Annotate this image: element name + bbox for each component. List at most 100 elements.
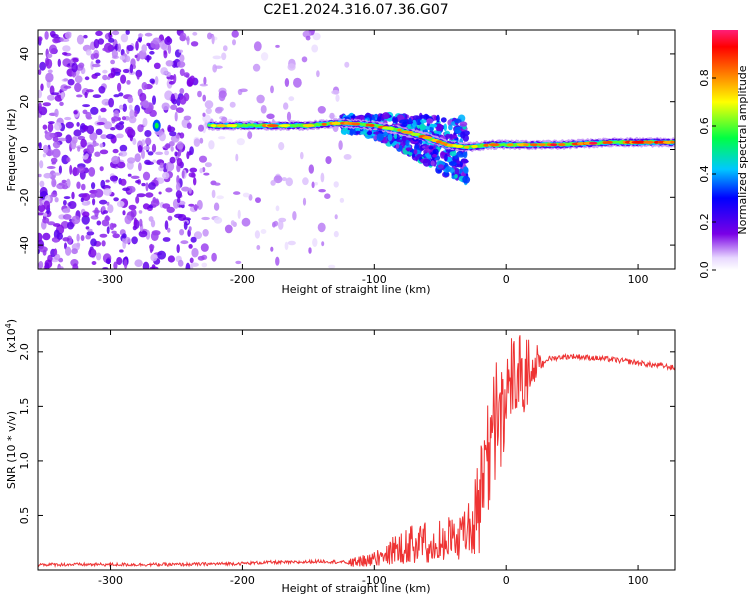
spectrogram-peak-cell <box>410 132 420 136</box>
spectrogram-noise-cell <box>42 153 47 158</box>
spectrogram-noise-cell <box>175 182 181 192</box>
spectrogram-noise-cell <box>124 215 132 225</box>
spectrogram-peak-cell <box>670 140 675 144</box>
spectrogram-noise-cell <box>335 94 340 102</box>
spectrogram-noise-cell <box>38 69 42 75</box>
spectrogram-noise-cell <box>65 246 72 256</box>
spectrogram-noise-cell <box>52 141 61 149</box>
spectrogram-noise-cell <box>47 94 55 101</box>
spectrogram-noise-cell <box>253 41 262 52</box>
spectrogram-noise-cell <box>144 32 153 37</box>
spectrogram-noise-cell <box>122 103 127 113</box>
spectrogram-noise-cell <box>333 181 339 188</box>
spectrogram-noise-cell <box>157 250 167 260</box>
spectrogram-noise-cell <box>284 78 290 87</box>
spectrogram-noise-cell <box>181 186 190 192</box>
spectrogram-noise-cell <box>76 122 80 127</box>
spectrogram-noise-cell <box>237 209 241 219</box>
spectrogram-noise-cell <box>38 102 42 112</box>
spectrogram-noise-cell <box>312 32 321 41</box>
spectrogram-noise-cell <box>145 182 149 192</box>
spectrogram-scatter-cell <box>419 139 423 145</box>
spectrogram-noise-cell <box>175 134 180 139</box>
spectrogram-peak-cell <box>537 143 546 147</box>
spectrogram-noise-cell <box>302 197 307 206</box>
spectrogram-noise-cell <box>167 215 173 221</box>
spectrogram-noise-cell <box>94 207 99 218</box>
spectrogram-noise-cell <box>186 35 190 46</box>
spectrogram-noise-cell <box>190 236 197 243</box>
spectrogram-noise-cell <box>196 199 203 210</box>
spectrogram-noise-cell <box>69 164 73 175</box>
spectrogram-noise-cell <box>59 37 64 42</box>
spectrogram-noise-cell <box>125 126 134 135</box>
spectrogram-noise-cell <box>287 240 296 246</box>
spectrogram-noise-cell <box>57 137 67 142</box>
spectrogram-peak-cell <box>557 143 566 147</box>
spectrogram-noise-cell <box>260 105 267 114</box>
spectrogram-noise-cell <box>189 75 195 83</box>
spectrogram-noise-cell <box>199 83 208 87</box>
spectrogram-noise-cell <box>96 220 102 226</box>
spectrogram-noise-cell <box>255 197 261 204</box>
spectrogram-noise-cell <box>78 62 85 69</box>
spectrogram-noise-cell <box>58 266 64 269</box>
spectrogram-noise-cell <box>102 47 108 52</box>
spectrogram-noise-cell <box>86 231 95 236</box>
colorbar-tick-label: 0.0 <box>698 261 711 279</box>
spectrogram-noise-cell <box>54 108 59 118</box>
snr-y-multiplier: (x104) <box>4 319 18 353</box>
spectrogram-scatter-cell <box>430 123 438 128</box>
spectrogram-noise-cell <box>191 247 199 258</box>
spectrogram-noise-cell <box>112 30 120 36</box>
spectrogram-noise-cell <box>38 36 43 42</box>
spectrogram-noise-cell <box>100 134 108 140</box>
spectrogram-scatter-cell <box>452 134 458 139</box>
spectrogram-noise-cell <box>92 198 96 206</box>
spectrogram-noise-cell <box>166 206 175 213</box>
spectrogram-scatter-cell <box>460 131 466 139</box>
spectrogram-noise-cell <box>45 72 54 83</box>
spectrogram-noise-cell <box>90 249 97 257</box>
spectrogram-peak-cell <box>331 121 341 125</box>
spectrogram-noise-cell <box>73 110 78 115</box>
spectrogram-noise-cell <box>116 257 123 265</box>
spectrogram-noise-cell <box>177 197 181 204</box>
spectrogram-noise-cell <box>51 161 56 165</box>
spectrogram-noise-cell <box>72 166 78 177</box>
spectrogram-scatter-cell <box>408 152 413 156</box>
spectrogram-noise-cell <box>144 159 151 165</box>
spectrogram-noise-cell <box>67 78 75 86</box>
spectrogram-x-tick-label: 100 <box>628 273 649 286</box>
spectrogram-scatter-cell <box>422 145 426 149</box>
spectrogram-noise-cell <box>321 241 325 247</box>
spectrogram-noise-cell <box>68 201 77 209</box>
spectrogram-noise-cell <box>119 144 128 152</box>
spectrogram-noise-cell <box>305 35 311 41</box>
spectrogram-noise-cell <box>47 121 55 125</box>
spectrogram-noise-cell <box>112 233 120 239</box>
spectrogram-noise-cell <box>165 187 173 193</box>
snr-x-tick-label: -100 <box>362 574 387 587</box>
spectrogram-noise-cell <box>213 202 220 211</box>
spectrogram-noise-cell <box>178 49 183 53</box>
spectrogram-scatter-cell <box>448 161 457 167</box>
spectrogram-noise-cell <box>270 85 274 94</box>
spectrogram-peak-cell <box>454 144 464 148</box>
spectrogram-noise-cell <box>53 238 59 243</box>
spectrogram-noise-cell <box>101 98 111 106</box>
snr-plot-area <box>38 335 675 569</box>
spectrogram-peak-cell <box>506 143 514 147</box>
spectrogram-noise-cell <box>138 162 142 172</box>
spectrogram-noise-cell <box>343 154 352 160</box>
spectrogram-noise-cell <box>147 151 154 156</box>
spectrogram-noise-cell <box>199 155 207 163</box>
spectrogram-noise-cell <box>52 136 59 142</box>
spectrogram-noise-cell <box>242 192 250 198</box>
spectrogram-noise-cell <box>208 140 215 150</box>
spectrogram-noise-cell <box>90 238 97 247</box>
spectrogram-noise-cell <box>144 130 152 137</box>
spectrogram-scatter-cell <box>462 175 471 184</box>
spectrogram-noise-cell <box>162 237 171 242</box>
spectrogram-noise-cell <box>188 187 192 194</box>
